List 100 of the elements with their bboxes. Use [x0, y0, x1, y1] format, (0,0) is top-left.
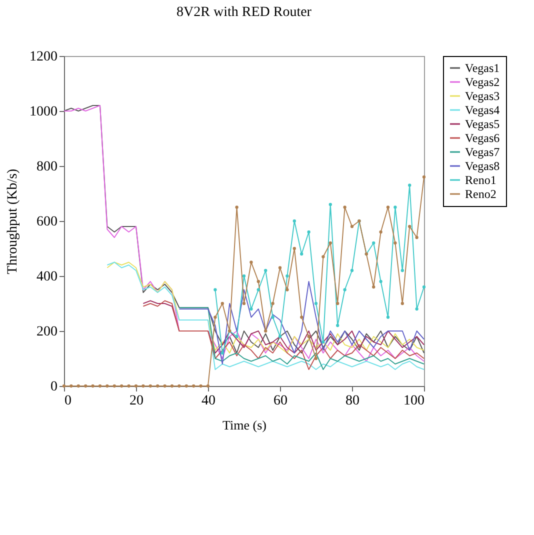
y-tick-label: 400 — [36, 270, 58, 284]
line-series — [178, 307, 424, 370]
point — [127, 384, 130, 388]
point — [292, 219, 296, 223]
x-tick-label: 80 — [346, 394, 360, 408]
point — [314, 302, 318, 306]
x-tick-label: 60 — [274, 394, 288, 408]
point — [264, 329, 268, 333]
point — [372, 285, 376, 289]
x-tick-label: 40 — [202, 394, 216, 408]
point — [256, 288, 260, 292]
y-tick-label: 1000 — [30, 104, 58, 120]
point — [184, 384, 188, 388]
legend-label: Vegas6 — [465, 131, 500, 145]
point — [256, 280, 260, 284]
line-series — [178, 281, 424, 364]
point — [394, 241, 397, 245]
legend-label: Vegas1 — [465, 61, 500, 75]
point — [206, 384, 210, 388]
point — [278, 334, 282, 338]
point — [235, 206, 238, 209]
point — [400, 302, 404, 306]
legend-label: Vegas2 — [465, 75, 500, 89]
point — [328, 241, 332, 245]
legend-label: Reno1 — [465, 173, 496, 187]
point — [415, 307, 418, 311]
point — [264, 268, 268, 272]
point — [322, 255, 325, 258]
point — [408, 184, 412, 187]
point — [286, 288, 289, 292]
point — [148, 384, 152, 388]
point — [214, 288, 217, 292]
legend-label: Reno2 — [465, 187, 496, 201]
point — [300, 316, 304, 319]
point — [314, 356, 318, 360]
y-tick-label: 800 — [36, 160, 58, 174]
point — [250, 260, 253, 264]
x-tick-label: 20 — [130, 394, 144, 408]
legend-label: Vegas8 — [465, 159, 500, 173]
point — [422, 175, 426, 179]
point — [422, 285, 426, 289]
point — [286, 274, 289, 278]
point — [242, 302, 246, 306]
y-tick-label: 1200 — [30, 50, 58, 64]
point — [408, 224, 412, 228]
point — [307, 334, 310, 338]
point — [278, 266, 282, 270]
point — [271, 302, 274, 306]
legend-label: Vegas5 — [465, 117, 500, 131]
point — [350, 268, 354, 272]
point — [91, 384, 94, 388]
point — [242, 274, 246, 278]
point — [112, 384, 116, 388]
point — [192, 384, 196, 388]
line-series — [106, 262, 424, 370]
point — [84, 384, 88, 388]
point — [400, 268, 404, 272]
point — [235, 334, 238, 338]
point — [350, 224, 354, 228]
line-series — [142, 300, 424, 354]
y-axis-title: Throughput (Kb/s) — [6, 168, 20, 274]
point — [336, 302, 340, 306]
x-tick-label: 0 — [64, 394, 72, 408]
point — [220, 302, 224, 306]
point — [379, 230, 382, 234]
point — [70, 384, 73, 388]
legend-label: Vegas4 — [465, 103, 500, 117]
point — [214, 316, 217, 319]
point — [106, 384, 109, 388]
line-series — [142, 300, 424, 370]
point — [134, 384, 138, 388]
point — [386, 206, 390, 209]
point — [199, 384, 202, 388]
line-series — [106, 262, 424, 354]
point — [271, 316, 274, 319]
point — [220, 351, 224, 355]
y-tick-label: 0 — [50, 380, 58, 394]
point — [336, 324, 340, 328]
point — [386, 316, 390, 319]
point — [170, 384, 174, 388]
point — [343, 288, 346, 292]
point — [98, 384, 102, 388]
point — [343, 206, 346, 209]
point — [163, 384, 166, 388]
legend-label: Vegas3 — [465, 89, 500, 103]
point — [328, 202, 332, 206]
point — [415, 236, 418, 240]
point — [178, 384, 181, 388]
point — [372, 241, 376, 245]
point — [292, 246, 296, 250]
point — [322, 340, 325, 344]
point — [120, 384, 124, 388]
y-tick-label: 600 — [36, 214, 58, 230]
point — [250, 307, 253, 311]
point — [142, 384, 145, 388]
point — [379, 280, 382, 284]
x-axis-title: Time (s) — [222, 418, 266, 432]
point — [62, 384, 66, 388]
point — [394, 206, 397, 209]
y-tick-label: 200 — [36, 324, 58, 340]
